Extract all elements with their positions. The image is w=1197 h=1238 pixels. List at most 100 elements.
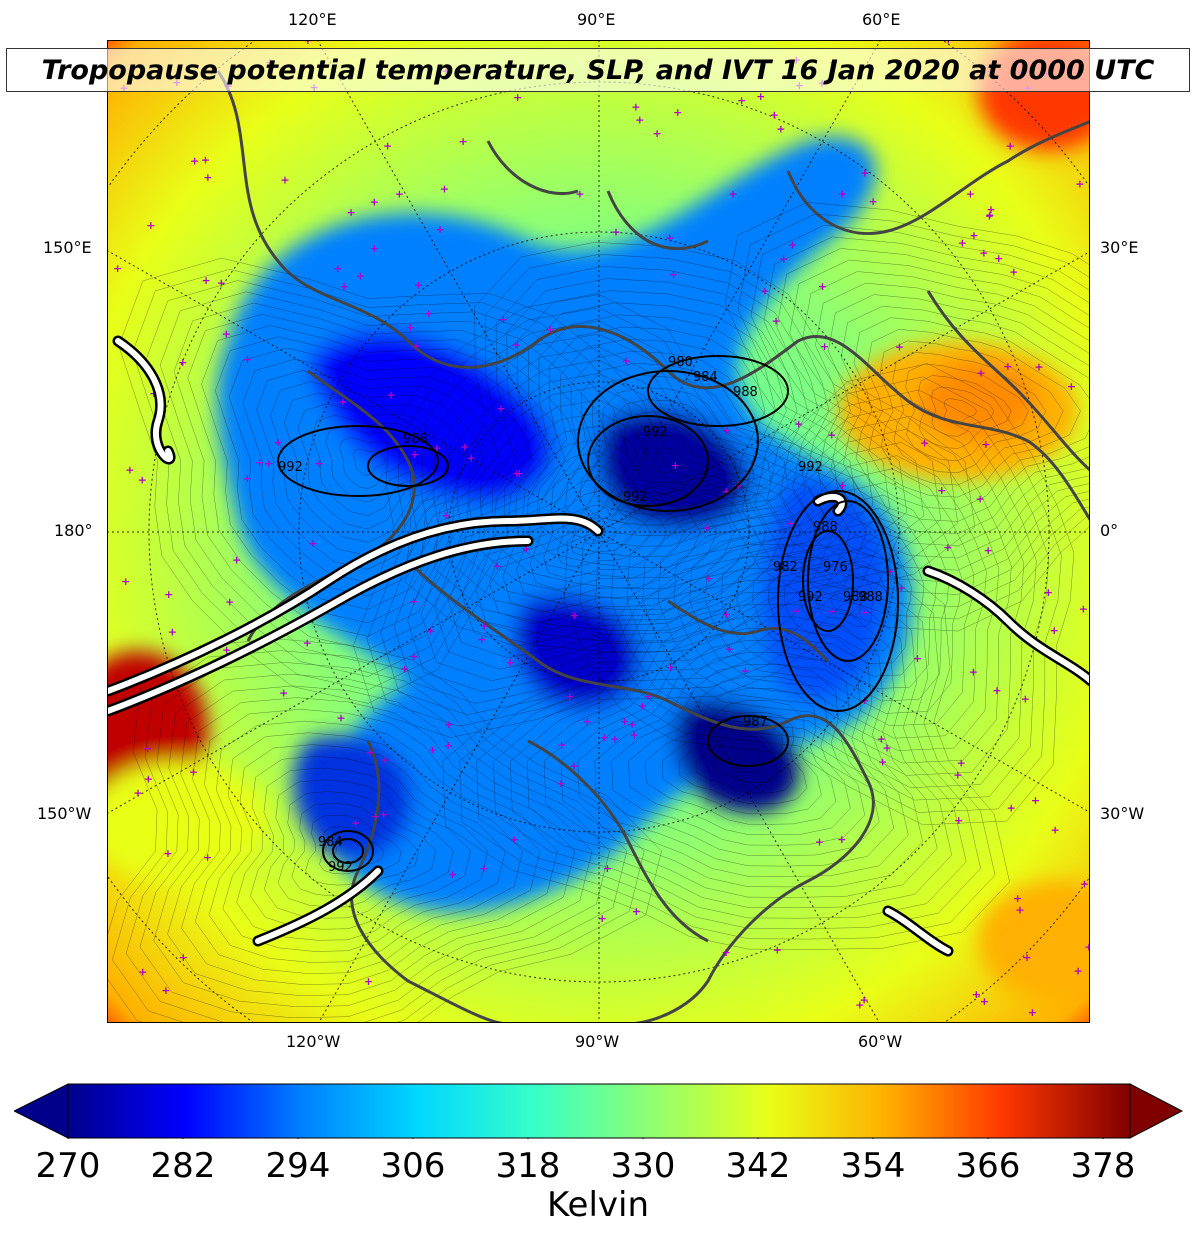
colorbar-tick-330: 330 — [610, 1146, 676, 1186]
tropopause-marker: + — [410, 448, 419, 461]
tropopause-marker: + — [1009, 266, 1018, 279]
tropopause-marker: + — [1051, 823, 1060, 836]
tropopause-marker: + — [860, 166, 869, 179]
theta-contour-line — [931, 386, 995, 437]
theta-contour-line — [830, 586, 862, 615]
slp-contour-label: 980 — [668, 355, 693, 370]
theta-contour-line — [228, 347, 533, 597]
tropopause-marker: + — [600, 731, 609, 744]
tropopause-marker: + — [1013, 892, 1022, 905]
tropopause-marker: + — [383, 139, 392, 152]
tropopause-marker: + — [436, 223, 445, 236]
slp-contour-label: 988 — [843, 590, 868, 605]
colorbar-tick-270: 270 — [35, 1146, 101, 1186]
tropopause-marker: + — [178, 356, 187, 369]
tropopause-marker: + — [986, 203, 995, 216]
tropopause-marker: + — [386, 389, 395, 402]
tropopause-marker: + — [702, 521, 711, 534]
tropopause-marker: + — [966, 188, 975, 201]
theta-contour-line — [577, 639, 895, 867]
theta-contour-line — [570, 504, 634, 556]
theta-contour-line — [535, 350, 823, 557]
theta-contour-line — [594, 399, 755, 515]
theta-contour-line — [112, 650, 645, 1022]
slp-contours — [277, 355, 899, 872]
theta-contour-line — [623, 423, 721, 494]
tropopause-marker: + — [203, 851, 212, 864]
slp-contour-label: 987 — [743, 715, 768, 730]
tropopause-marker: + — [770, 108, 779, 121]
tropopause-marker: + — [895, 340, 904, 353]
theta-contour-line — [752, 520, 925, 677]
theta-contour-line — [405, 241, 976, 652]
tropopause-marker: + — [994, 252, 1003, 265]
slp-contour-label: 992 — [798, 590, 823, 605]
tropopause-marker: + — [861, 606, 870, 619]
tropopause-marker: + — [1028, 1006, 1037, 1019]
theta-contour-line — [181, 709, 558, 985]
tropopause-marker: + — [598, 912, 607, 925]
tropopause-marker: + — [280, 173, 289, 186]
tropopause-marker: + — [274, 436, 283, 449]
tropopause-marker: + — [356, 270, 365, 283]
tropopause-marker: + — [370, 196, 379, 209]
tropopause-marker: + — [440, 183, 449, 196]
tropopause-marker: + — [665, 231, 674, 244]
theta-contour-line — [459, 556, 996, 940]
tropopause-marker: + — [424, 307, 433, 320]
slp-contour-label: 992 — [278, 460, 303, 475]
theta-contour-line — [493, 580, 967, 919]
tropopause-marker: + — [575, 187, 584, 200]
tropopause-marker: + — [611, 226, 620, 239]
theta-contour-line — [222, 744, 506, 952]
theta-contour-line — [866, 329, 1081, 498]
tropopause-marker: + — [479, 862, 488, 875]
tropopause-marker: + — [409, 595, 418, 608]
tropopause-marker: + — [493, 560, 502, 573]
tropopause-marker: + — [722, 424, 731, 437]
tropopause-marker: + — [937, 484, 946, 497]
tropopause-marker: + — [202, 274, 211, 287]
tropopause-marker: + — [506, 656, 515, 669]
tropopause-marker: + — [980, 995, 989, 1008]
tropopause-marker: + — [1079, 603, 1088, 616]
tropopause-marker: + — [979, 246, 988, 259]
theta-contour-line — [461, 399, 768, 647]
tropopause-marker: + — [442, 509, 451, 522]
lon-label-left-1: 150°E — [43, 238, 92, 257]
tropopause-marker: + — [203, 171, 212, 184]
tropopause-marker: + — [957, 756, 966, 769]
colorbar-tick-318: 318 — [495, 1146, 561, 1186]
tropopause-marker: + — [347, 206, 356, 219]
tropopause-marker: + — [913, 652, 922, 665]
slp-contour-label: 988 — [858, 590, 883, 605]
theta-contour-line — [642, 429, 1012, 764]
tropopause-marker: + — [603, 862, 612, 875]
tropopause-marker: + — [338, 395, 347, 408]
tropopause-marker: + — [815, 835, 824, 848]
tropopause-marker: + — [985, 210, 994, 223]
tropopause-marker: + — [144, 772, 153, 785]
tropopause-marker: + — [954, 814, 963, 827]
tropopause-marker: + — [315, 457, 324, 470]
tropopause-marker: + — [882, 742, 891, 755]
tropopause-marker: + — [222, 644, 231, 657]
tropopause-marker: + — [379, 808, 388, 821]
tropopause-marker: + — [855, 999, 864, 1012]
theta-contour-line — [270, 381, 484, 557]
tropopause-marker: + — [794, 418, 803, 431]
tropopause-marker: + — [1067, 380, 1076, 393]
theta-contour-line — [256, 370, 501, 570]
theta-contour-line — [662, 699, 822, 815]
tropopause-marker: + — [969, 229, 978, 242]
theta-contour-line — [595, 389, 1050, 801]
tropopause-marker: + — [217, 276, 226, 289]
theta-contour-line — [594, 651, 880, 856]
tropopause-marker: + — [513, 91, 522, 104]
tropopause-marker: + — [838, 188, 847, 201]
tropopause-marker: + — [976, 492, 985, 505]
tropopause-marker: + — [666, 661, 675, 674]
tropopause-marker: + — [773, 944, 782, 957]
lon-label-bottom-2: 90°W — [575, 1032, 620, 1051]
tropopause-marker: + — [477, 633, 486, 646]
